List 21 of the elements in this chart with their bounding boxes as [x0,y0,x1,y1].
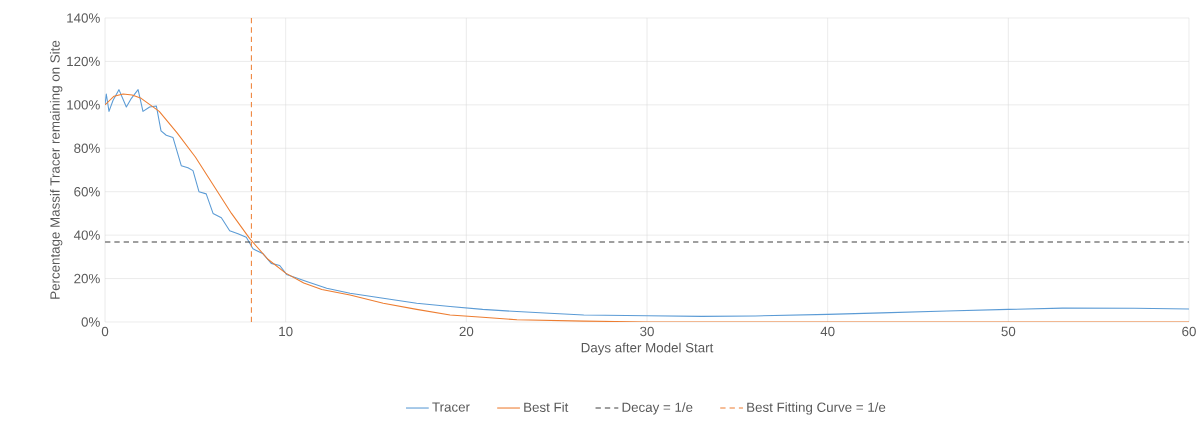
legend-label: Decay = 1/e [622,402,693,415]
y-tick-label: 140% [67,13,100,23]
legend-label: Best Fit [524,402,569,412]
x-tick-label: 30 [640,326,654,337]
x-tick-label: 60 [1182,326,1196,337]
x-tick-label: 50 [1001,326,1016,337]
y-tick-label: 60% [74,186,100,197]
legend-label: Best Fitting Curve = 1/e [747,402,886,415]
y-tick-label: 80% [74,143,100,153]
x-tick-label: 20 [459,326,474,337]
x-tick-label: 0 [101,326,109,337]
y-tick-label: 120% [67,56,100,67]
legend-label: Tracer [432,402,470,412]
y-tick-label: 20% [74,273,100,284]
y-tick-label: 100% [67,100,100,110]
y-axis-title: Percentage Massif Tracer remaining on Site [49,40,63,299]
x-axis-title: Days after Model Start [581,342,714,356]
y-tick-label: 40% [73,230,100,240]
x-tick-label: 10 [279,326,293,337]
x-tick-label: 40 [820,326,835,337]
y-tick-label: 0% [81,317,100,327]
